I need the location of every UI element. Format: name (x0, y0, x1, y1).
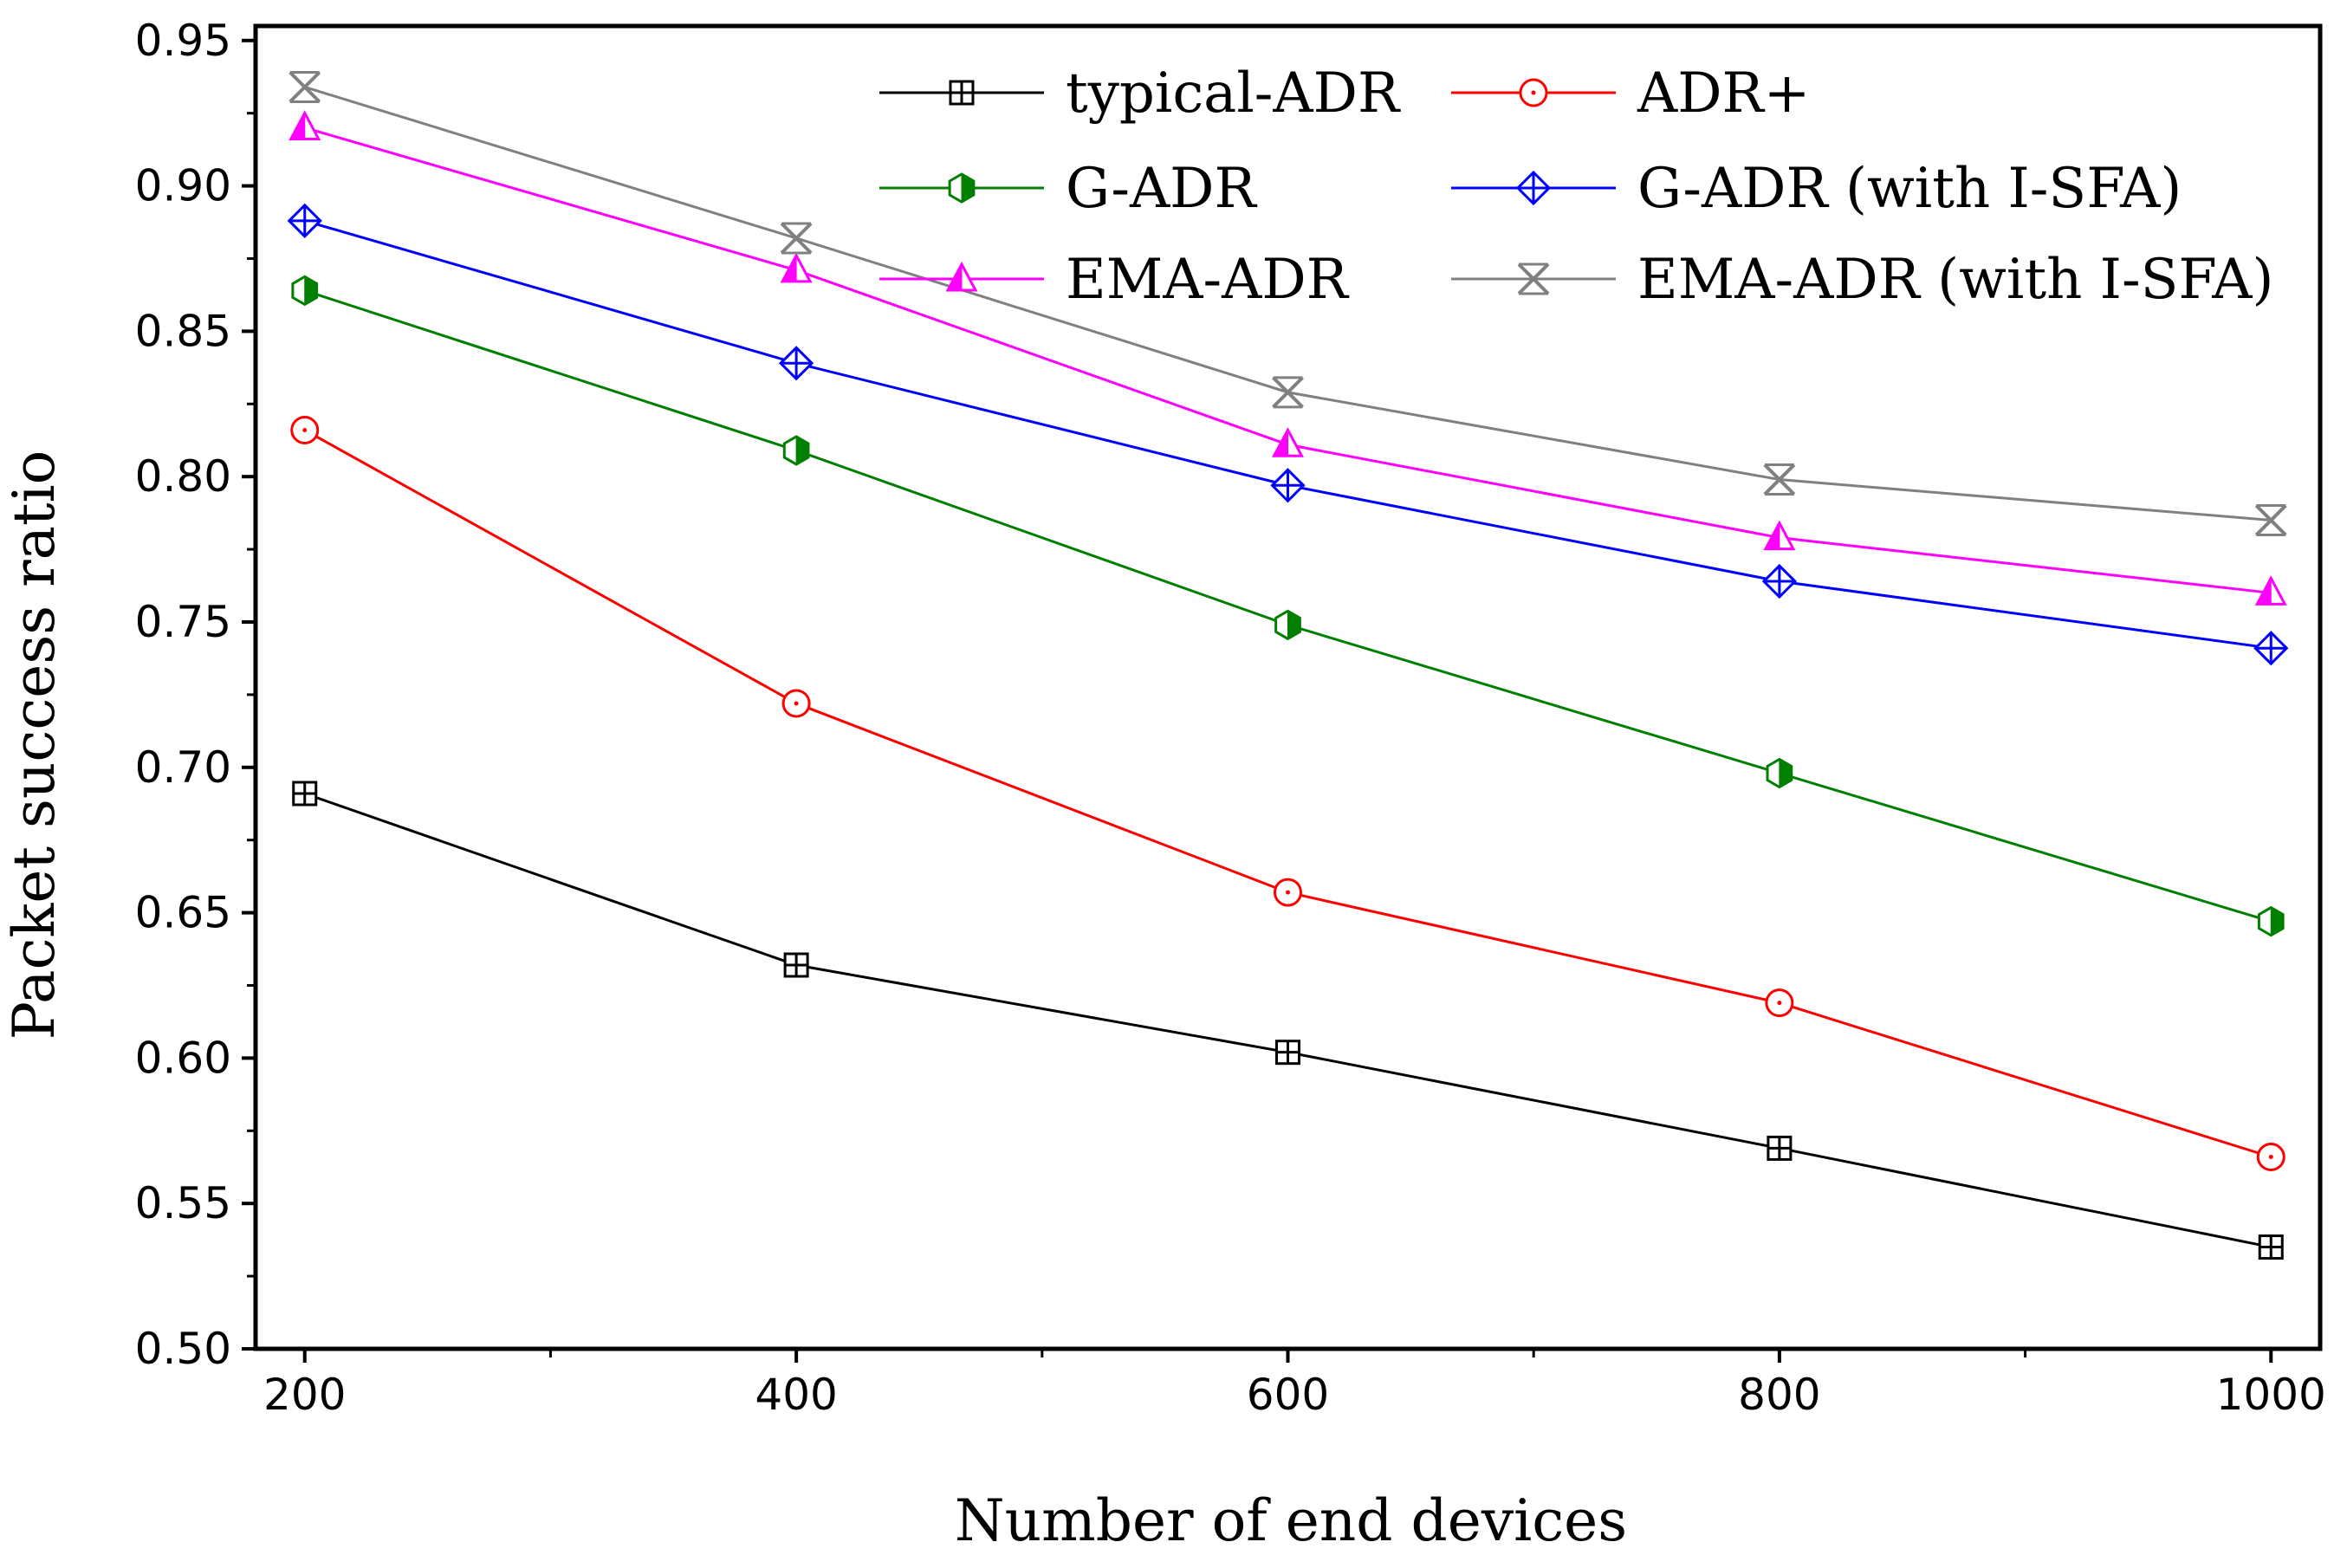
legend: typical-ADR ADR+ G-ADR G-ADR (with I-SFA) EM… (879, 62, 2273, 312)
plot-border (253, 23, 2323, 1351)
series-ema-adr (289, 110, 2287, 606)
y-tick-label: 0.55 (135, 1178, 231, 1228)
data-point (292, 781, 318, 807)
legend-item: G-ADR (with I-SFA) (1451, 157, 2182, 221)
legend-item: typical-ADR (879, 62, 1401, 126)
x-tick-label: 600 (1247, 1370, 1329, 1420)
series-line (304, 792, 2272, 1249)
data-point (1274, 878, 1302, 907)
legend-label: G-ADR (1066, 157, 1257, 221)
data-point (1765, 988, 1794, 1018)
legend-label: G-ADR (with I-SFA) (1637, 157, 2182, 221)
data-point (780, 222, 813, 255)
series-typical-adr (292, 781, 2284, 1260)
y-tick-label: 0.60 (135, 1033, 231, 1083)
data-point (1766, 757, 1793, 789)
legend-item: EMA-ADR (with I-SFA) (1451, 248, 2273, 312)
x-axis: 200 400 600 800 1000 (263, 1349, 2326, 1420)
data-point (1272, 427, 1304, 457)
x-tick-label: 400 (755, 1370, 837, 1420)
data-point (289, 70, 321, 103)
data-point (1272, 376, 1304, 409)
data-point (2257, 905, 2285, 937)
x-tick-label: 1000 (2216, 1370, 2326, 1420)
series-g-adr-with-i-sfa (287, 203, 2289, 666)
data-point (290, 415, 320, 444)
data-point (1270, 468, 1306, 503)
legend-label: typical-ADR (1066, 62, 1401, 126)
plot-frame (253, 23, 2323, 1351)
y-tick-label: 0.80 (135, 451, 231, 502)
legend-label: ADR+ (1637, 62, 1810, 126)
y-tick-label: 0.50 (135, 1324, 231, 1374)
data-point (778, 346, 814, 381)
series-adr (290, 415, 2285, 1172)
data-point (2254, 504, 2287, 537)
legend-marker (948, 172, 976, 204)
y-axis-title: Packet success ratio (1, 450, 68, 1040)
data-point (1275, 1040, 1300, 1066)
y-axis: 0.50 0.55 0.60 0.65 0.70 0.75 0.80 0.85 0.90 0.95 (135, 16, 256, 1374)
series-ema-adr-with-i-sfa (289, 70, 2287, 537)
y-tick-label: 0.70 (135, 742, 231, 793)
data-point (287, 203, 322, 238)
legend-marker (949, 80, 975, 106)
y-tick-label: 0.75 (135, 597, 231, 647)
data-point (2254, 575, 2287, 606)
legend-marker (945, 261, 978, 292)
data-point (1761, 563, 1798, 599)
y-tick-label: 0.90 (135, 161, 231, 211)
legend-item: ADR+ (1451, 62, 1810, 126)
legend-marker (1517, 262, 1550, 295)
y-tick-label: 0.95 (135, 16, 231, 66)
series-line (304, 288, 2272, 923)
data-point (291, 275, 319, 307)
data-point (782, 435, 810, 466)
legend-label: EMA-ADR (with I-SFA) (1637, 248, 2273, 312)
legend-item: EMA-ADR (879, 248, 1350, 312)
data-point (2258, 1234, 2284, 1260)
x-axis-title: Number of end devices (955, 1487, 1627, 1554)
y-tick-label: 0.85 (135, 306, 231, 356)
data-point (1763, 520, 1796, 551)
legend-marker (1519, 78, 1548, 107)
series-layer (287, 70, 2289, 1260)
data-point (781, 689, 811, 718)
series-g-adr (291, 275, 2285, 937)
legend-marker (1515, 170, 1552, 206)
data-point (1274, 609, 1301, 641)
data-point (783, 952, 809, 978)
y-tick-label: 0.65 (135, 888, 231, 938)
data-point (2253, 631, 2289, 666)
legend-label: EMA-ADR (1066, 248, 1350, 312)
legend-item: G-ADR (879, 157, 1257, 221)
data-point (1763, 463, 1796, 496)
data-point (780, 252, 813, 283)
data-point (1767, 1135, 1793, 1161)
data-point (289, 110, 321, 140)
data-point (2256, 1143, 2285, 1172)
x-tick-label: 800 (1738, 1370, 1820, 1420)
x-tick-label: 200 (263, 1370, 346, 1420)
